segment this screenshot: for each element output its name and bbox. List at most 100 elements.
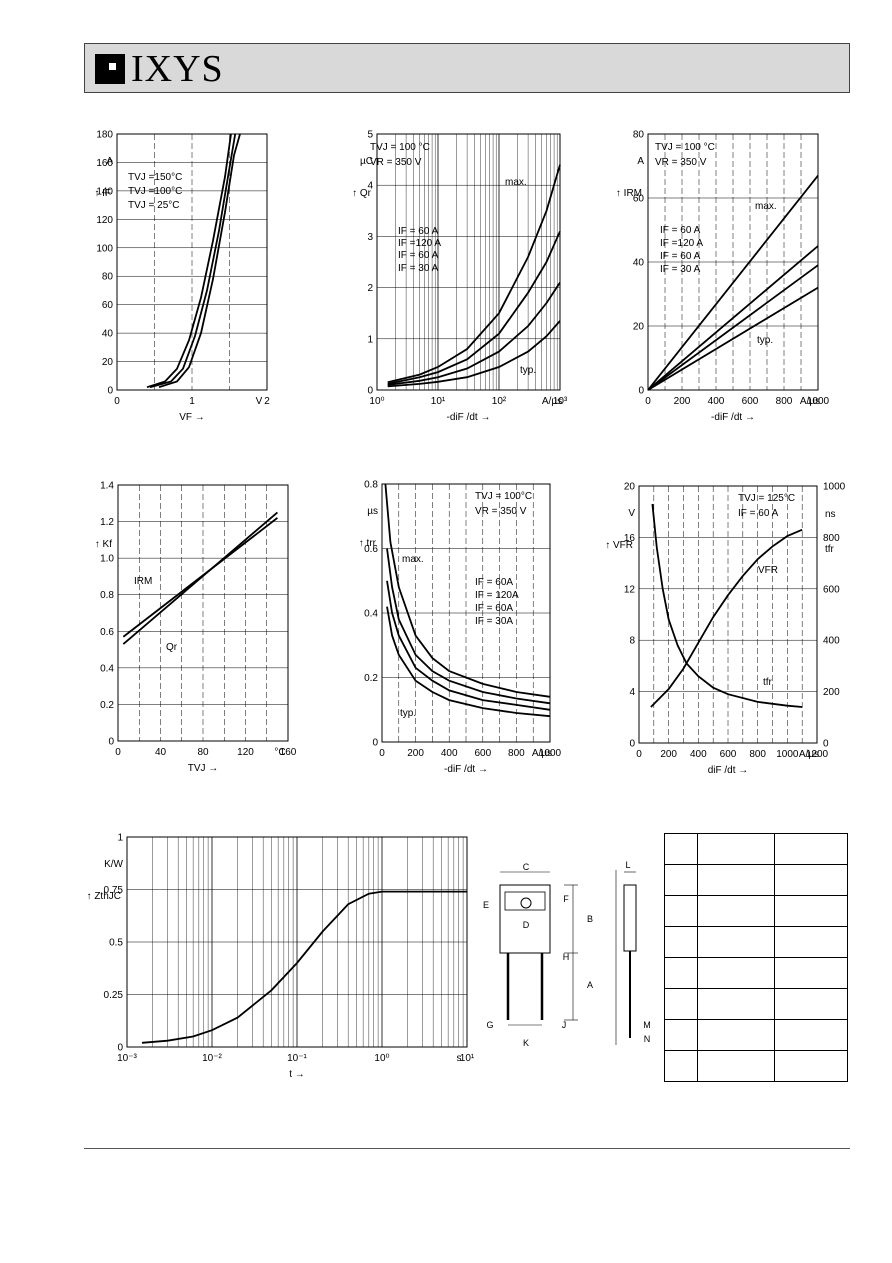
logo-mark-icon	[95, 54, 125, 84]
table-row	[664, 926, 848, 958]
annotation-label: max.	[402, 554, 424, 565]
logo-text: IXYS	[131, 48, 224, 90]
table-row	[664, 988, 848, 1020]
x-tick-label: 200	[660, 749, 677, 760]
table-row	[664, 864, 848, 896]
y-tick-label: 0	[372, 738, 378, 749]
x-tick-label: 160	[280, 747, 297, 758]
dim-label-b: B	[587, 914, 593, 924]
x-tick-label: 200	[407, 748, 424, 759]
y-tick-label: 1.0	[100, 554, 114, 565]
y-axis-label: ↑ Kf	[95, 539, 112, 550]
annotation-label: TVJ = 25°C	[128, 200, 180, 211]
y-tick-label: 1	[117, 833, 123, 844]
x-unit-label: °C	[274, 747, 285, 758]
y-tick-label: 20	[624, 482, 636, 493]
y-tick-label: 80	[102, 272, 114, 283]
y2-tick-label: 800	[823, 533, 840, 544]
dim-label-n: N	[644, 1034, 651, 1044]
annotation-label: VR = 350 V	[655, 157, 707, 168]
x-tick-label: 1200	[806, 749, 829, 760]
chart-thermal-impedance: 10⁻³ 10⁻² 10⁻¹ 10⁰ 10¹ 0 0.25 0.5 0.75 1 t → s K/W ↑ …	[87, 833, 475, 1081]
series-line	[149, 133, 237, 389]
y-tick-label: 60	[633, 194, 645, 205]
annotation-label: IF = 120A	[475, 590, 519, 601]
grid-lines	[647, 133, 819, 391]
y-tick-label: 80	[633, 130, 645, 141]
x-tick-label: 10³	[553, 396, 568, 407]
grid-lines	[376, 133, 560, 391]
y-tick-label: 0.75	[104, 885, 124, 896]
annotation-label: max.	[755, 201, 777, 212]
annotation-label: VFR	[758, 565, 778, 576]
annotation-label: typ.	[757, 335, 773, 346]
y-tick-label: 8	[629, 636, 635, 647]
annotation-label: IF = 60 A	[660, 225, 701, 236]
package-body-side	[623, 884, 637, 952]
package-body-front	[499, 884, 551, 954]
annotation-label: VR = 350 V	[475, 506, 527, 517]
x-tick-label: 1	[189, 396, 195, 407]
annotation-label: IF = 60A	[475, 577, 513, 588]
y-tick-label: 0.2	[364, 673, 378, 684]
y-axis-label: ↑ IRM	[616, 188, 642, 199]
grid-lines	[126, 836, 467, 1048]
x-axis-label: TVJ →	[188, 763, 219, 774]
x-tick-label: 40	[155, 747, 167, 758]
annotation-label: IF = 60 A	[398, 226, 439, 237]
x-tick-label: 1000	[807, 396, 830, 407]
x-tick-label: 10⁻³	[117, 1053, 137, 1064]
y-tick-label: 3	[367, 232, 373, 243]
x-tick-label: 0	[114, 396, 120, 407]
x-tick-label: 10¹	[431, 396, 446, 407]
y-axis-label: ↑ Qr	[352, 188, 372, 199]
x-tick-label: 10¹	[460, 1053, 475, 1064]
y-tick-label: 0	[107, 386, 113, 397]
package-outline-drawing: C E F D B H A G K J L M N	[483, 860, 651, 1048]
series-line	[650, 528, 803, 708]
y-tick-label: 1.4	[100, 481, 114, 492]
x-axis-label: t →	[289, 1069, 305, 1080]
annotation-label: max.	[505, 177, 527, 188]
y-unit-label: V	[628, 508, 635, 519]
y-tick-label: 120	[96, 215, 113, 226]
y-axis-label: ↑ ZthJC	[87, 891, 121, 902]
annotation-label: IF =120 A	[398, 238, 441, 249]
x-unit-label: V	[256, 396, 263, 407]
annotation-label: typ.	[400, 708, 416, 719]
annotation-label: IF = 60 A	[738, 508, 779, 519]
chart-peak-reverse-current: 0 200 400 600 800 1000 0 20 40 60 80 -diF /dt → A/µs…	[616, 130, 830, 424]
annotation-label: typ.	[520, 365, 536, 376]
x-axis-label: -diF /dt →	[711, 412, 755, 423]
y-tick-label: 180	[96, 130, 113, 141]
y-unit-label: A	[106, 156, 113, 167]
y-unit-label: A	[637, 156, 644, 167]
annotation-label: TVJ =100°C	[128, 186, 182, 197]
y-tick-label: 140	[96, 186, 113, 197]
x-axis-label: VF →	[179, 412, 205, 423]
x-tick-label: 600	[742, 396, 759, 407]
annotation-label: IRM	[134, 576, 152, 587]
y-tick-label: 12	[624, 584, 636, 595]
footer-divider	[84, 1148, 850, 1149]
annotation-label: TVJ = 100 °C	[370, 142, 430, 153]
table-row	[664, 895, 848, 927]
series-line	[647, 264, 819, 391]
series-line	[647, 286, 819, 391]
series-line	[647, 245, 819, 391]
y-tick-label: 5	[367, 130, 373, 141]
y-tick-label: 0	[629, 739, 635, 750]
x-tick-label: 1000	[776, 749, 799, 760]
x-tick-label: 600	[474, 748, 491, 759]
y-tick-label: 60	[102, 300, 114, 311]
x-unit-label: A/µs	[532, 748, 552, 759]
series-line	[141, 890, 467, 1044]
annotation-label: IF = 60A	[475, 603, 513, 614]
x-tick-label: 10⁰	[374, 1053, 389, 1064]
plot-frame	[117, 484, 289, 742]
x-tick-label: 2	[264, 396, 270, 407]
plot-frame	[647, 133, 819, 391]
series-line	[387, 282, 561, 386]
series-line	[387, 320, 561, 388]
